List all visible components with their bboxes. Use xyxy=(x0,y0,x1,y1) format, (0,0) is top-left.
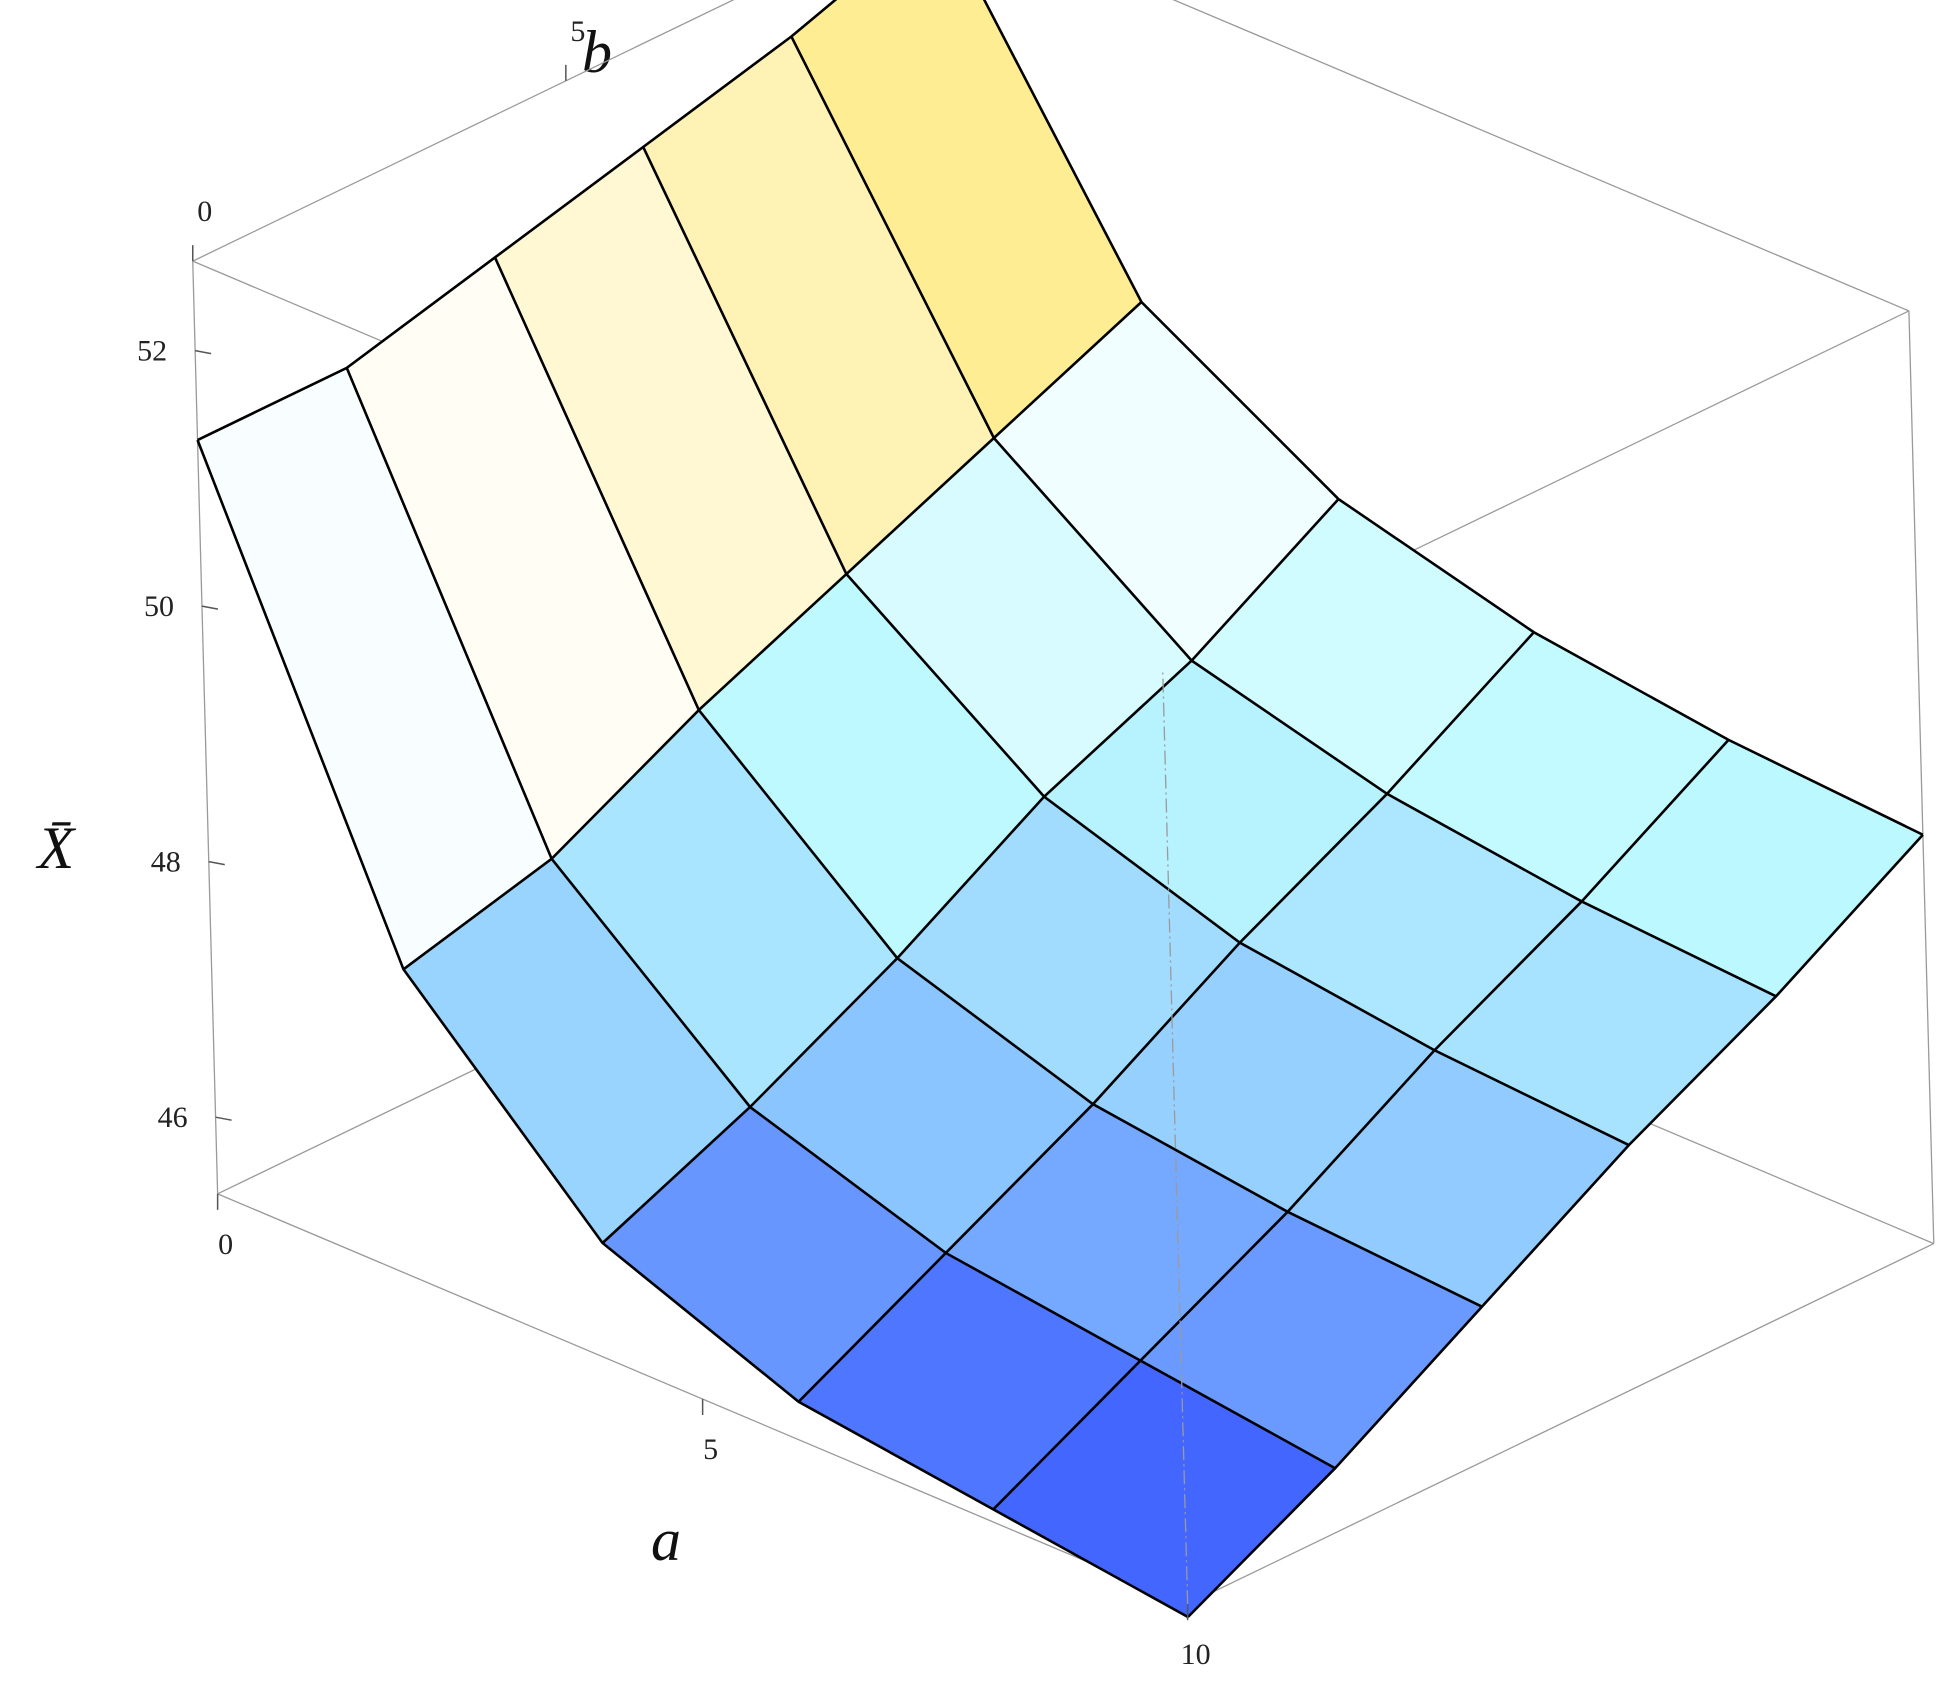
z-tick xyxy=(215,1116,232,1121)
x-axis-label: a xyxy=(651,1507,681,1573)
x-tick-label: 10 xyxy=(1181,1638,1211,1671)
box-edge xyxy=(1908,310,1935,1244)
y-axis-label: b xyxy=(582,19,612,85)
x-tick-label: 5 xyxy=(703,1433,718,1466)
mesh-line xyxy=(982,0,1924,836)
box-edge xyxy=(1187,1243,1935,1605)
box-edge xyxy=(1162,671,1189,1605)
mesh-line xyxy=(797,631,1535,1403)
mesh-line xyxy=(402,301,1143,971)
mesh-line xyxy=(992,739,1730,1511)
z-tick-label: 46 xyxy=(158,1101,188,1134)
mesh-line xyxy=(642,146,1630,1147)
mesh-line xyxy=(493,256,1483,1308)
mesh-line xyxy=(196,439,1189,1619)
mesh-line xyxy=(345,367,1336,1470)
mesh-line xyxy=(790,35,1777,998)
x-tick-label: 0 xyxy=(218,1228,233,1261)
box-edge xyxy=(1172,0,1910,312)
y-tick-label: 5 xyxy=(570,15,585,48)
mesh-line xyxy=(196,0,838,442)
z-tick xyxy=(201,605,219,610)
mesh-line xyxy=(601,498,1340,1244)
z-tick xyxy=(208,860,225,866)
z-tick-label: 52 xyxy=(137,335,167,368)
mesh-line xyxy=(1187,833,1924,1618)
box-edge xyxy=(192,261,219,1194)
z-tick xyxy=(195,349,212,355)
y-tick-label: 0 xyxy=(197,195,212,228)
z-axis-label: X̄ xyxy=(36,815,77,881)
z-tick-label: 50 xyxy=(144,590,174,623)
z-tick-label: 48 xyxy=(151,846,181,879)
